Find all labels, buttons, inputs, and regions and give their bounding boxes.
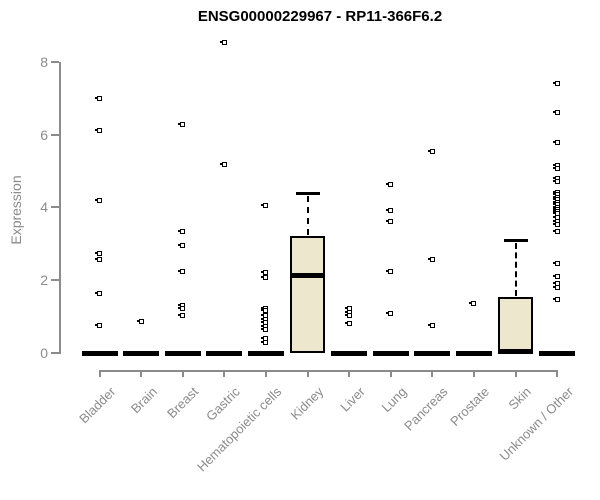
- x-axis-label: Pancreas: [401, 384, 451, 434]
- y-axis-tick-label: 0: [40, 345, 48, 361]
- outlier-point: [95, 96, 102, 102]
- outlier-point: [552, 297, 560, 303]
- x-axis-line: [99, 370, 559, 372]
- outlier-point: [261, 308, 269, 314]
- median-line: [498, 349, 533, 354]
- x-axis-label: Liver: [337, 384, 368, 415]
- outlier-point: [552, 140, 560, 146]
- outlier-point: [552, 81, 560, 87]
- collapsed-box: [414, 351, 451, 356]
- outlier-point: [95, 251, 102, 257]
- x-axis-label: Gastric: [203, 384, 243, 424]
- outlier-point: [552, 166, 560, 172]
- y-axis-tick-label: 6: [40, 126, 48, 143]
- outlier-point: [178, 229, 186, 235]
- y-axis-tick: [51, 352, 59, 354]
- x-axis-label: Skin: [505, 384, 535, 413]
- box: [290, 235, 325, 353]
- outlier-point: [261, 275, 269, 281]
- x-axis-label: Unknown / Other: [496, 384, 576, 464]
- x-axis-tick: [140, 370, 143, 377]
- x-axis-tick: [98, 370, 101, 377]
- x-axis-tick: [264, 370, 267, 377]
- outlier-point: [219, 39, 227, 45]
- whisker-cap: [295, 191, 320, 195]
- x-axis-tick: [223, 370, 226, 377]
- outlier-point: [552, 229, 560, 235]
- outlier-point: [469, 300, 477, 306]
- collapsed-box: [81, 351, 118, 356]
- outlier-point: [95, 323, 102, 329]
- x-axis-tick: [556, 370, 559, 377]
- collapsed-box: [539, 351, 576, 356]
- outlier-point: [95, 257, 102, 263]
- outlier-point: [552, 222, 560, 228]
- collapsed-box: [455, 351, 492, 356]
- x-axis-label: Kidney: [287, 384, 327, 423]
- y-axis-tick: [51, 60, 59, 63]
- x-axis-tick: [472, 370, 475, 377]
- outlier-point: [552, 273, 560, 279]
- y-axis-tick: [51, 133, 59, 136]
- outlier-point: [344, 320, 352, 326]
- outlier-point: [344, 313, 352, 318]
- upper-whisker: [514, 243, 517, 296]
- y-axis-tick-label: 8: [40, 53, 48, 70]
- outlier-point: [386, 181, 394, 187]
- outlier-point: [386, 269, 394, 275]
- y-axis-tick: [51, 279, 59, 282]
- chart-title: ENSG00000229967 - RP11-366F6.2: [197, 8, 443, 25]
- outlier-point: [552, 178, 560, 184]
- outlier-point: [178, 121, 186, 127]
- outlier-point: [386, 219, 394, 225]
- outlier-point: [552, 109, 560, 115]
- x-axis-tick: [306, 370, 309, 377]
- box: [498, 296, 533, 353]
- upper-whisker: [306, 195, 309, 235]
- median-line: [290, 272, 325, 278]
- x-axis-tick: [514, 370, 517, 377]
- collapsed-box: [247, 351, 284, 356]
- y-axis-line: [59, 61, 61, 354]
- y-axis-tick: [51, 206, 59, 209]
- outlier-point: [552, 284, 560, 290]
- outlier-point: [219, 161, 227, 167]
- outlier-point: [427, 322, 435, 328]
- outlier-point: [261, 327, 269, 333]
- outlier-point: [427, 256, 435, 262]
- outlier-point: [261, 270, 269, 276]
- outlier-point: [95, 128, 102, 134]
- collapsed-box: [372, 351, 409, 356]
- collapsed-box: [123, 351, 160, 356]
- x-axis-tick: [389, 370, 392, 377]
- x-axis-label: Brain: [127, 384, 160, 417]
- collapsed-box: [331, 351, 368, 356]
- whisker-cap: [503, 239, 528, 243]
- collapsed-box: [206, 351, 243, 356]
- x-axis-tick: [348, 370, 351, 377]
- y-axis-tick-label: 2: [40, 272, 48, 289]
- x-axis-label: Prostate: [447, 384, 493, 429]
- outlier-point: [136, 318, 144, 324]
- x-axis-label: Breast: [164, 384, 202, 422]
- outlier-point: [427, 148, 435, 154]
- outlier-point: [178, 242, 186, 248]
- outlier-point: [261, 202, 269, 208]
- collapsed-box: [164, 351, 201, 356]
- x-axis-label: Bladder: [75, 384, 119, 427]
- outlier-point: [386, 207, 394, 213]
- outlier-point: [178, 306, 186, 312]
- outlier-point: [95, 198, 102, 204]
- outlier-point: [178, 269, 186, 275]
- outlier-point: [178, 313, 186, 318]
- outlier-point: [386, 310, 394, 316]
- y-axis-tick-label: 4: [40, 199, 48, 216]
- x-axis-label: Lung: [378, 384, 410, 416]
- x-axis-tick: [431, 370, 434, 377]
- x-axis-tick: [181, 370, 184, 377]
- outlier-point: [552, 260, 560, 266]
- outlier-point: [261, 339, 269, 345]
- outlier-point: [95, 290, 102, 296]
